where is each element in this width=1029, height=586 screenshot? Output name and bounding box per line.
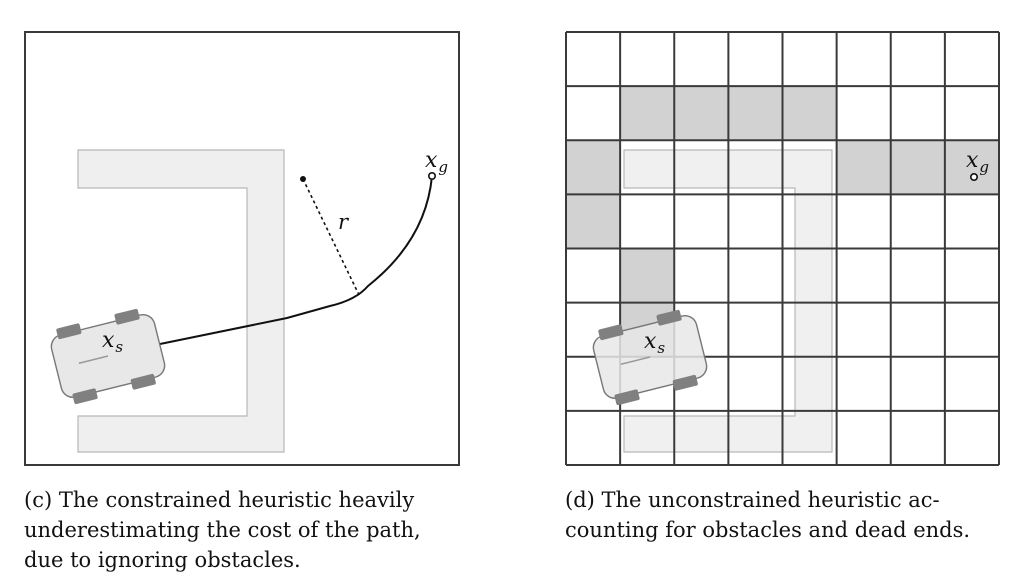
car-axis (78, 355, 109, 364)
car-wheel-icon (614, 389, 640, 406)
caption-d: (d) The unconstrained heuristic ac- coun… (565, 485, 1005, 545)
shaded-cell (620, 86, 675, 141)
car-wheel-icon (672, 374, 698, 391)
panel-d: xs xg (565, 31, 1000, 466)
start-label: xs (102, 328, 123, 356)
shaded-cell (782, 86, 837, 141)
goal-point (969, 173, 978, 182)
shaded-cell (566, 140, 621, 195)
goal-point (427, 172, 436, 181)
shaded-cell (944, 140, 999, 195)
radius-line (302, 178, 361, 298)
car-start (50, 308, 166, 405)
caption-c-line: underestimating the cost of the path, (24, 518, 421, 542)
car-wheel-icon (72, 388, 98, 405)
panel-c: r xg xs (24, 31, 460, 466)
shaded-cell (836, 140, 891, 195)
car-wheel-icon (56, 323, 82, 340)
goal-label: xg (425, 148, 448, 176)
vehicle-path (107, 175, 433, 355)
u-obstacle (623, 149, 833, 453)
shaded-cell (728, 86, 783, 141)
radius-label: r (338, 210, 350, 234)
figure-canvas: r xg xs xs xg (24, 31, 1000, 466)
car-wheel-icon (114, 308, 140, 325)
car-wheel-icon (130, 373, 156, 390)
car-wheel-icon (598, 324, 624, 341)
caption-d-line: (d) The unconstrained heuristic ac- (565, 488, 940, 512)
shaded-cell (674, 86, 729, 141)
car-wheel-icon (656, 309, 682, 326)
car-axis (620, 356, 651, 365)
caption-c-line: (c) The constrained heuristic heavily (24, 488, 415, 512)
shaded-cell (620, 248, 675, 303)
u-obstacle (77, 149, 285, 453)
car-start (592, 309, 708, 406)
caption-c-line: due to ignoring obstacles. (24, 548, 301, 572)
turn-center-point (300, 176, 306, 182)
panel-c-frame (24, 31, 460, 466)
caption-d-line: counting for obstacles and dead ends. (565, 518, 971, 542)
shaded-cell (890, 140, 945, 195)
goal-label: xg (966, 148, 989, 176)
start-label: xs (644, 329, 665, 357)
caption-c: (c) The constrained heuristic heavily un… (24, 485, 466, 575)
shaded-cell (566, 194, 621, 249)
grid-lines (565, 31, 1000, 466)
